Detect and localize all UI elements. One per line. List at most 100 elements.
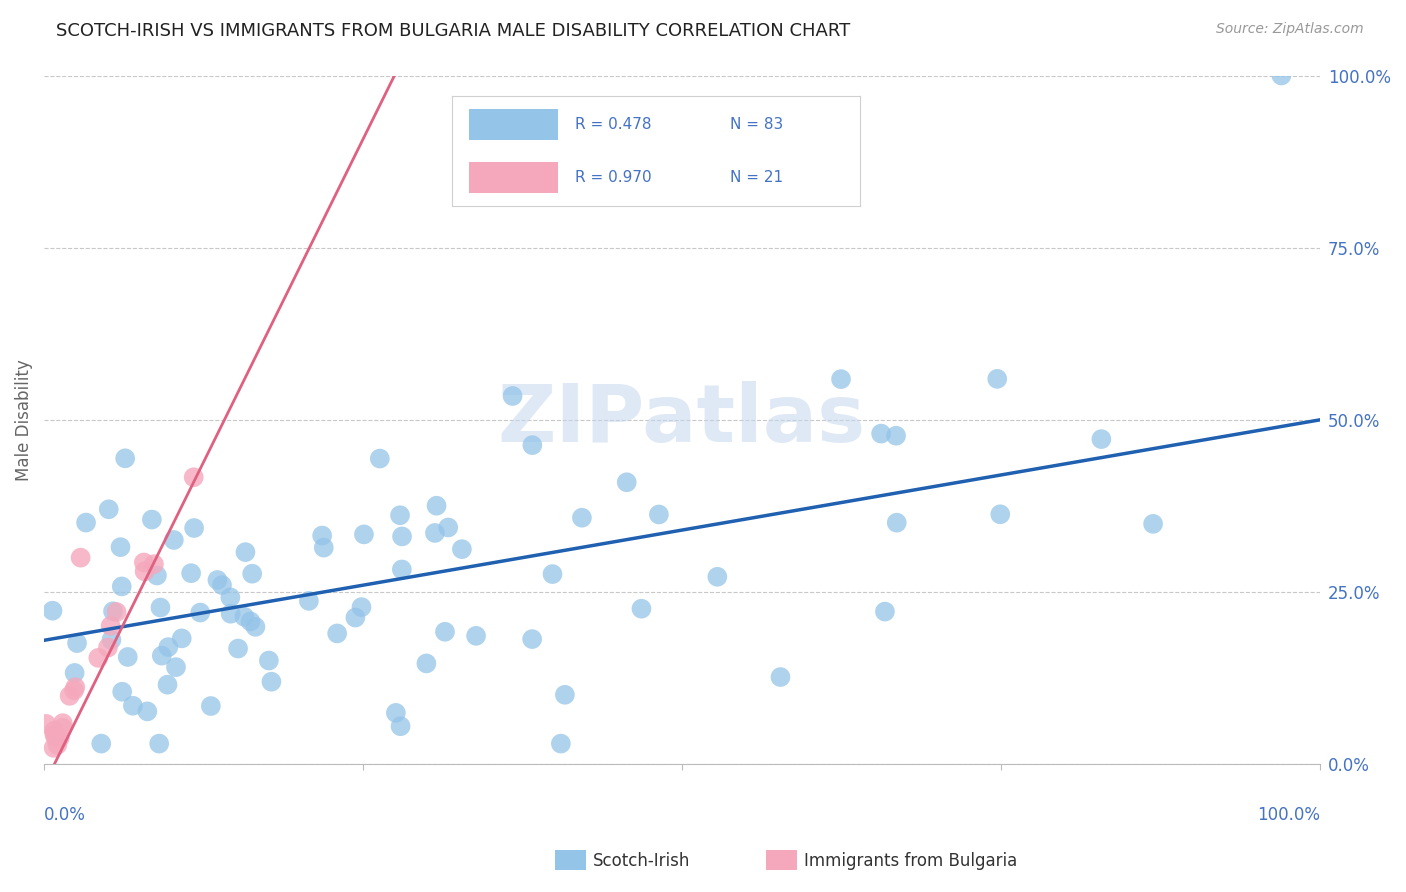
Point — [326, 626, 349, 640]
Point — [97, 640, 120, 655]
Point — [101, 604, 124, 618]
Point — [219, 607, 242, 621]
Point — [207, 573, 229, 587]
Point — [389, 508, 412, 523]
Point — [706, 570, 728, 584]
Point — [150, 648, 173, 663]
Point — [350, 600, 373, 615]
Text: Scotch-Irish: Scotch-Irish — [593, 852, 690, 870]
Point — [97, 502, 120, 516]
Point — [437, 520, 460, 534]
Point — [423, 525, 446, 540]
Point — [415, 657, 437, 671]
Point — [200, 698, 222, 713]
Text: 0.0%: 0.0% — [44, 805, 86, 823]
Point — [170, 632, 193, 646]
Point — [165, 660, 187, 674]
Point — [433, 624, 456, 639]
Point — [148, 737, 170, 751]
Point — [451, 542, 474, 557]
Point — [550, 737, 572, 751]
Point — [156, 678, 179, 692]
Point — [146, 568, 169, 582]
Point — [136, 704, 159, 718]
Point — [49, 731, 72, 745]
Point — [312, 541, 335, 555]
Point — [239, 615, 262, 629]
Text: 100.0%: 100.0% — [1257, 805, 1320, 823]
Point — [46, 738, 69, 752]
Point — [344, 610, 367, 624]
Point — [42, 740, 65, 755]
Point — [630, 601, 652, 615]
Text: SCOTCH-IRISH VS IMMIGRANTS FROM BULGARIA MALE DISABILITY CORRELATION CHART: SCOTCH-IRISH VS IMMIGRANTS FROM BULGARIA… — [56, 22, 851, 40]
Point — [520, 632, 543, 646]
Point — [368, 451, 391, 466]
Point — [63, 665, 86, 680]
Point — [110, 540, 132, 554]
Point — [114, 451, 136, 466]
Point — [180, 566, 202, 581]
Point — [59, 689, 82, 703]
Point — [391, 529, 413, 543]
Point — [1142, 516, 1164, 531]
Point — [100, 619, 122, 633]
Point — [87, 651, 110, 665]
Point — [66, 636, 89, 650]
Point — [63, 683, 86, 698]
Point — [541, 567, 564, 582]
Point — [769, 670, 792, 684]
Point — [616, 475, 638, 490]
Point — [90, 737, 112, 751]
Point — [830, 372, 852, 386]
Point — [69, 550, 91, 565]
Point — [51, 721, 73, 735]
Point — [44, 727, 66, 741]
Point — [117, 650, 139, 665]
Point — [522, 438, 544, 452]
Point — [188, 606, 211, 620]
Point — [35, 717, 58, 731]
Point — [132, 556, 155, 570]
Point — [235, 545, 257, 559]
Point — [465, 629, 488, 643]
Point — [245, 620, 267, 634]
Point — [391, 562, 413, 576]
Point — [240, 566, 263, 581]
Text: Source: ZipAtlas.com: Source: ZipAtlas.com — [1216, 22, 1364, 37]
Point — [425, 499, 447, 513]
Point — [226, 641, 249, 656]
Point — [65, 680, 87, 694]
Point — [105, 605, 128, 619]
Text: ZIPatlas: ZIPatlas — [498, 381, 866, 458]
Point — [1270, 69, 1292, 83]
Point — [884, 428, 907, 442]
Point — [571, 510, 593, 524]
Point — [233, 609, 256, 624]
Point — [122, 698, 145, 713]
Point — [1090, 432, 1112, 446]
Point — [41, 604, 63, 618]
Point — [554, 688, 576, 702]
Point — [886, 516, 908, 530]
Point — [257, 653, 280, 667]
Point — [52, 716, 75, 731]
Point — [183, 470, 205, 484]
Text: Immigrants from Bulgaria: Immigrants from Bulgaria — [804, 852, 1018, 870]
Point — [141, 512, 163, 526]
Point — [134, 565, 156, 579]
Point — [353, 527, 375, 541]
Point — [44, 723, 66, 738]
Point — [311, 528, 333, 542]
Point — [142, 557, 165, 571]
Point — [986, 372, 1008, 386]
Y-axis label: Male Disability: Male Disability — [15, 359, 32, 481]
Point — [389, 719, 412, 733]
Point — [44, 730, 66, 744]
Point — [873, 605, 896, 619]
Point — [183, 521, 205, 535]
Point — [870, 426, 893, 441]
Point — [648, 508, 671, 522]
Point — [149, 600, 172, 615]
Point — [157, 640, 180, 654]
